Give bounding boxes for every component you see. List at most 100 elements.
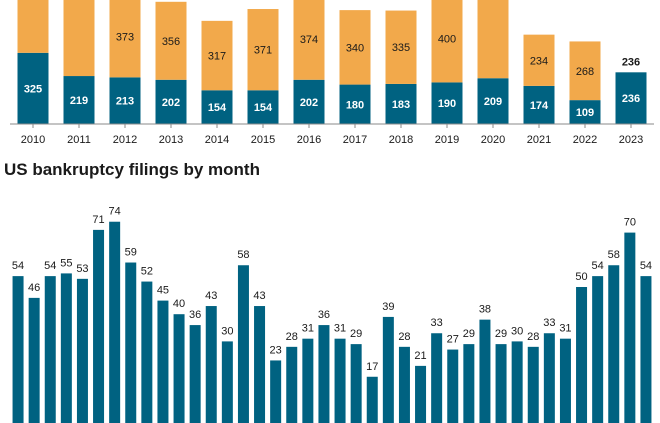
annual-lower-value-label: 219	[70, 95, 88, 107]
monthly-bar	[463, 344, 475, 423]
annual-tick-label: 2015	[251, 134, 275, 146]
annual-bar-lower-segment	[293, 79, 325, 124]
monthly-bar	[93, 229, 105, 423]
monthly-bar	[157, 300, 169, 423]
monthly-value-label: 53	[76, 263, 88, 275]
annual-upper-value-label: 268	[576, 66, 594, 78]
monthly-value-label: 70	[624, 217, 636, 229]
monthly-bar	[76, 278, 88, 423]
monthly-value-label: 27	[447, 334, 459, 346]
annual-bar-upper-segment	[109, 0, 141, 78]
annual-tick-label: 2021	[527, 134, 551, 146]
monthly-value-label: 55	[60, 257, 72, 269]
annual-tick-label: 2014	[205, 134, 229, 146]
monthly-bar	[398, 346, 410, 423]
monthly-bar	[286, 346, 298, 423]
annual-lower-value-label: 154	[254, 102, 273, 114]
monthly-value-label: 54	[44, 260, 56, 272]
monthly-value-label: 43	[205, 290, 217, 302]
annual-upper-value-label: 371	[254, 45, 272, 57]
annual-upper-value-label: 373	[116, 32, 134, 44]
annual-bar-lower-segment	[523, 85, 555, 124]
monthly-value-label: 58	[237, 249, 249, 261]
monthly-bar	[382, 316, 394, 423]
monthly-bar	[543, 333, 555, 423]
monthly-value-label: 36	[318, 309, 330, 321]
annual-upper-value-label: 374	[300, 34, 318, 46]
annual-total-label: 236	[622, 56, 640, 68]
annual-upper-value-label: 340	[346, 42, 364, 54]
annual-stacked-bar-chart: 325 2010 219 2011 373 213 2012 356 202 2013 317 154…	[10, 0, 654, 146]
annual-bar-upper-segment	[339, 10, 371, 85]
monthly-value-label: 33	[431, 317, 443, 329]
annual-lower-value-label: 180	[346, 99, 364, 111]
monthly-value-label: 45	[157, 285, 169, 297]
monthly-bar	[12, 276, 24, 423]
annual-bar-upper-segment	[569, 41, 601, 101]
monthly-value-label: 36	[189, 309, 201, 321]
annual-tick-label: 2010	[21, 134, 45, 146]
monthly-value-label: 59	[125, 247, 137, 259]
annual-bar-lower-segment	[247, 90, 279, 124]
monthly-value-label: 46	[28, 282, 40, 294]
monthly-value-label: 31	[302, 323, 314, 335]
annual-bar-lower-segment	[477, 78, 509, 124]
annual-tick-label: 2019	[435, 134, 459, 146]
monthly-value-label: 74	[109, 206, 121, 218]
monthly-value-label: 58	[608, 249, 620, 261]
monthly-bar	[415, 365, 427, 423]
annual-lower-value-label: 190	[438, 98, 456, 110]
annual-tick-label: 2022	[573, 134, 597, 146]
annual-lower-value-label: 236	[622, 93, 640, 105]
annual-upper-value-label: 356	[162, 36, 180, 48]
annual-lower-value-label: 109	[576, 107, 594, 119]
annual-bar-upper-segment	[477, 0, 509, 79]
annual-bar-lower-segment	[569, 100, 601, 124]
annual-lower-value-label: 183	[392, 99, 410, 111]
annual-tick-label: 2023	[619, 134, 643, 146]
monthly-bar	[431, 333, 443, 423]
monthly-bar	[270, 360, 282, 423]
annual-lower-value-label: 202	[300, 97, 318, 109]
annual-bar-upper-segment	[155, 1, 187, 80]
monthly-bar	[173, 314, 185, 423]
monthly-value-label: 54	[592, 260, 604, 272]
monthly-bar	[608, 265, 620, 423]
monthly-value-label: 30	[511, 325, 523, 337]
monthly-value-label: 30	[221, 325, 233, 337]
monthly-value-label: 28	[398, 331, 410, 343]
annual-bar-upper-segment	[247, 9, 279, 91]
annual-upper-value-label: 234	[530, 55, 548, 67]
annual-upper-value-label: 400	[438, 34, 456, 46]
annual-bar-lower-segment	[615, 72, 647, 124]
monthly-value-label: 50	[575, 271, 587, 283]
monthly-bar	[350, 344, 362, 423]
annual-bar-upper-segment	[523, 34, 555, 86]
monthly-bar	[624, 232, 636, 423]
annual-tick-label: 2016	[297, 134, 321, 146]
monthly-bar	[205, 306, 217, 423]
monthly-bar	[366, 376, 378, 423]
annual-bar-lower-segment	[339, 84, 371, 124]
monthly-value-label: 31	[334, 323, 346, 335]
monthly-bar	[189, 325, 201, 423]
annual-bar-lower-segment	[385, 83, 417, 124]
monthly-value-label: 40	[173, 298, 185, 310]
monthly-value-label: 52	[141, 266, 153, 278]
monthly-bar	[559, 338, 571, 423]
annual-bar-upper-segment	[17, 0, 49, 53]
monthly-value-label: 38	[479, 304, 491, 316]
annual-tick-label: 2017	[343, 134, 367, 146]
monthly-bar	[60, 273, 72, 423]
monthly-bar	[44, 276, 56, 423]
monthly-bar	[254, 306, 266, 423]
annual-tick-label: 2018	[389, 134, 413, 146]
annual-bar-lower-segment	[17, 52, 49, 125]
monthly-bar	[447, 349, 459, 423]
annual-lower-value-label: 213	[116, 96, 134, 108]
monthly-bar	[592, 276, 604, 423]
annual-lower-value-label: 202	[162, 97, 180, 109]
monthly-bar	[318, 325, 330, 423]
annual-tick-label: 2011	[67, 134, 91, 146]
monthly-bar	[28, 297, 40, 423]
